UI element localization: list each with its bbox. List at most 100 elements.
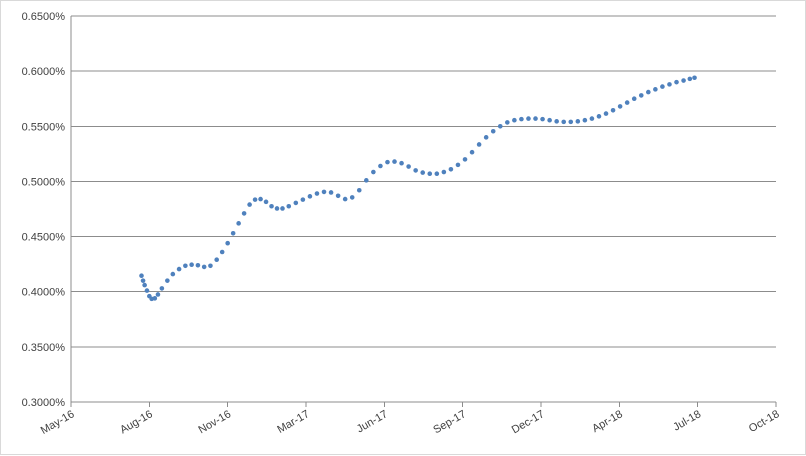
data-point [434,171,440,177]
data-point [356,187,362,193]
data-series [139,75,697,302]
data-point [219,249,225,255]
data-point [176,266,182,272]
data-point [589,116,595,121]
data-point [392,159,397,164]
data-point [653,87,658,92]
data-point [342,196,348,202]
data-point [427,171,433,177]
data-point [455,162,461,168]
data-point [201,264,207,270]
data-point [349,195,355,200]
data-point [638,93,644,98]
data-point [624,100,630,105]
data-point [420,170,426,175]
data-point [610,107,616,113]
data-point [596,114,602,119]
data-point [561,119,567,125]
x-tick-label: Sep-17 [431,408,468,436]
data-point [617,104,623,109]
data-point [519,116,524,122]
y-tick-label: 0.3500% [22,342,66,354]
data-point [540,116,545,122]
data-point [214,257,219,263]
data-point [631,96,637,102]
y-axis-tick-labels: 0.3000% 0.3500% 0.4000% 0.4500% 0.5000% 0.550… [22,11,66,409]
data-point [378,163,383,169]
data-point [582,117,588,123]
axes [70,16,777,407]
data-point [364,178,369,183]
x-tick-label: Dec-17 [510,408,547,436]
data-point [274,206,280,211]
x-tick-label: Oct-18 [747,408,782,435]
data-point [441,169,447,175]
data-point [189,262,194,267]
data-point [152,296,158,301]
data-point [406,164,411,169]
data-point [241,211,247,216]
data-point [512,117,517,123]
data-point [140,278,146,283]
data-point [252,197,258,202]
y-tick-label: 0.5500% [22,121,66,133]
data-point [547,117,552,123]
y-tick-label: 0.3000% [22,397,66,409]
data-point [448,166,454,172]
data-point [413,168,418,173]
data-point [681,78,686,83]
x-tick-label: Nov-16 [196,408,233,436]
data-point [335,193,341,199]
data-point [660,84,665,89]
data-point [385,159,390,165]
data-point [236,221,241,226]
data-point [526,116,531,121]
data-point [533,116,538,121]
data-point [286,203,292,209]
data-point [144,288,150,293]
data-point [165,278,170,283]
data-point [568,119,574,125]
data-point [603,111,609,116]
data-point [328,190,334,195]
data-point [293,200,299,206]
data-point [139,273,144,279]
data-point [280,206,285,211]
y-tick-label: 0.6500% [22,11,66,23]
data-point [321,189,327,195]
y-tick-label: 0.4500% [22,232,66,244]
data-point [687,76,693,82]
data-point [462,157,468,162]
data-point [142,282,147,288]
data-point [314,191,320,196]
x-tick-label: May-16 [39,408,77,437]
data-point [476,142,482,147]
data-point [300,197,306,202]
data-point [195,262,201,268]
data-point [307,194,313,199]
x-tick-label: Aug-16 [118,408,155,436]
data-point [646,89,651,95]
data-point [263,199,269,205]
x-tick-label: Apr-18 [590,408,625,435]
data-point [269,203,274,209]
data-point [554,119,559,124]
data-point [399,160,404,166]
gridlines [71,15,776,348]
y-tick-label: 0.4000% [22,287,66,299]
data-point [371,169,376,175]
data-point [159,286,165,291]
data-point [183,263,188,269]
data-point [490,128,496,134]
y-tick-label: 0.6000% [22,66,66,78]
x-axis-tick-labels: May-16 Aug-16 Nov-16 Mar-17 Jun-17 Sep-17 Dec-… [39,408,782,437]
y-tick-label: 0.5000% [22,176,66,188]
data-point [258,196,263,202]
data-point [170,271,176,277]
data-point [674,79,679,85]
data-point [208,263,213,269]
data-point [497,123,503,129]
data-point [225,240,230,246]
